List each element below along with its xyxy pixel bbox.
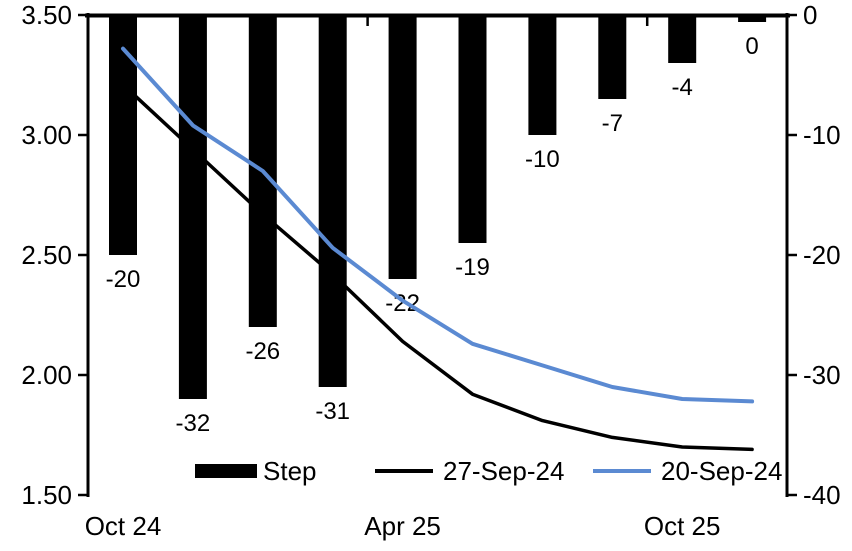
legend-label: 27-Sep-24: [443, 456, 564, 486]
bar: [388, 15, 417, 279]
bar-value-label: 0: [745, 33, 758, 60]
bar-value-label: -32: [176, 410, 211, 437]
right-axis-tick-label: 0: [803, 0, 817, 30]
left-axis-tick-label: 2.00: [21, 360, 72, 390]
left-axis-tick-label: 3.50: [21, 0, 72, 30]
bar-value-label: -26: [245, 338, 280, 365]
left-axis-tick-label: 1.50: [21, 480, 72, 510]
bar-value-label: -31: [315, 398, 350, 425]
bar: [668, 15, 697, 63]
bar-value-label: -20: [106, 266, 141, 293]
bar: [458, 15, 487, 243]
right-axis-tick-label: -20: [803, 240, 841, 270]
legend: Step 27-Sep-24 20-Sep-24: [195, 456, 782, 486]
bar-value-label: -10: [525, 146, 560, 173]
legend-label: 20-Sep-24: [661, 456, 782, 486]
left-axis-tick-label: 2.50: [21, 240, 72, 270]
bar-series-step: [109, 15, 767, 399]
bar: [528, 15, 557, 135]
right-axis-tick-label: -10: [803, 120, 841, 150]
bar: [738, 15, 767, 22]
bar-value-label: -4: [672, 74, 693, 101]
legend-swatch-bar: [195, 464, 257, 478]
x-axis-label: Apr 25: [364, 511, 441, 541]
line-27-sep-24: [121, 82, 754, 452]
right-axis-tick-label: -30: [803, 360, 841, 390]
x-axis-label: Oct 24: [85, 511, 162, 541]
left-axis-tick-label: 3.00: [21, 120, 72, 150]
bar-value-label: -7: [602, 110, 623, 137]
legend-label: Step: [263, 456, 317, 486]
right-axis-tick-label: -40: [803, 480, 841, 510]
bar-value-label: -19: [455, 254, 490, 281]
bar: [178, 15, 207, 399]
bar-value-labels: -20 -32 -26 -31 -22 -19 -10 -7 -4 0: [106, 33, 759, 437]
bar-value-label: -22: [385, 290, 420, 317]
legend-item-20-sep-24: 20-Sep-24: [593, 456, 782, 486]
bar: [598, 15, 627, 99]
bar: [109, 15, 137, 255]
bar: [318, 15, 347, 387]
legend-item-27-sep-24: 27-Sep-24: [375, 456, 564, 486]
line-20-sep-24: [121, 46, 755, 404]
legend-item-step: Step: [195, 456, 317, 486]
x-axis-label: Oct 25: [644, 511, 721, 541]
